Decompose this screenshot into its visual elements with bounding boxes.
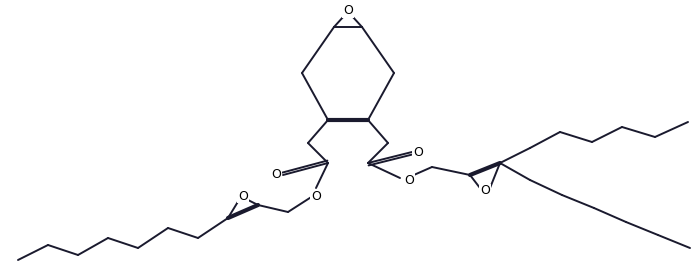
Text: O: O [271,169,281,181]
Text: O: O [404,173,414,187]
Text: O: O [238,190,248,202]
Text: O: O [480,184,490,198]
Text: O: O [311,190,321,204]
Text: O: O [413,145,423,158]
Text: O: O [343,4,353,18]
